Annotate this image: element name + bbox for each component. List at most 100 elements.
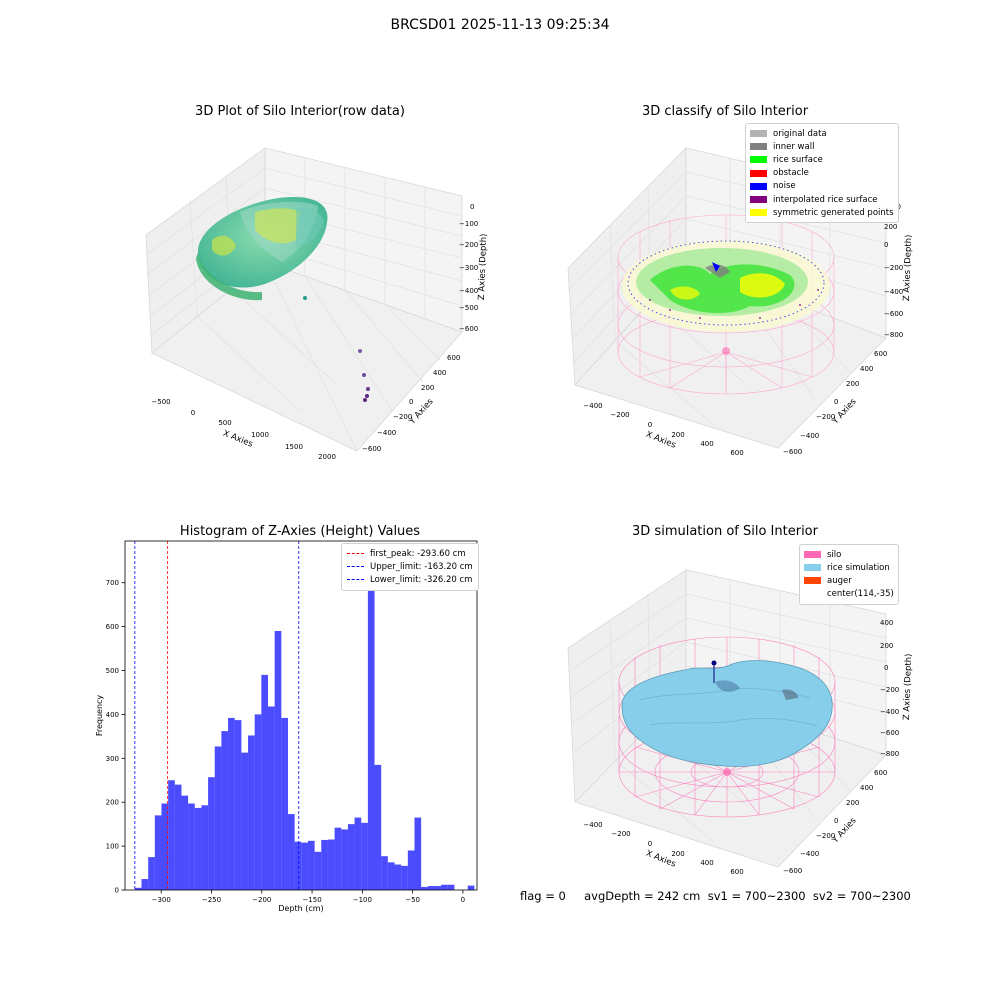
histogram-ytick-label: 0 <box>115 887 119 895</box>
legend-swatch <box>750 156 767 164</box>
histogram-bar <box>361 822 368 890</box>
histogram-bar <box>188 803 195 890</box>
histogram-bar <box>201 805 209 890</box>
classify-ztick: −200 <box>884 264 903 272</box>
histogram-bar <box>214 746 222 890</box>
raw-ztick: −500 <box>459 304 478 312</box>
histogram-bar <box>434 886 442 890</box>
panel-title-histogram: Histogram of Z-Axies (Height) Values <box>179 524 421 539</box>
legend-item: Upper_limit: -163.20 cm <box>347 560 473 573</box>
legend-swatch <box>804 564 821 572</box>
histogram-bar <box>467 885 475 890</box>
raw-xtick: −500 <box>151 398 170 406</box>
simulation-legend: silo rice simulation auger center(114,-3… <box>799 544 899 605</box>
histogram-ytick-label: 600 <box>106 623 119 631</box>
panel-title-classify: 3D classify of Silo Interior <box>641 104 809 119</box>
sim-ztick: −600 <box>880 729 899 737</box>
raw-xtick: 2000 <box>318 453 336 461</box>
classify-ztick: −400 <box>884 288 903 296</box>
classify-legend: original data inner wall rice surface ob… <box>745 123 899 224</box>
classify-xtick: 0 <box>648 421 652 429</box>
classify-ytick: −400 <box>800 432 819 440</box>
histogram-bar <box>421 886 428 890</box>
legend-label: original data <box>773 128 827 139</box>
sim-ytick: 600 <box>874 769 887 777</box>
raw-ytick: −400 <box>377 429 396 437</box>
histogram-ylabel: Frequency <box>95 695 104 737</box>
histogram-bar <box>407 850 415 890</box>
histogram-bar <box>268 706 275 890</box>
histogram-bar <box>148 857 155 890</box>
legend-label: center(114,-35) <box>827 589 894 600</box>
legend-label: Lower_limit: -326.20 cm <box>370 574 473 585</box>
legend-item: first_peak: -293.60 cm <box>347 547 473 560</box>
legend-swatch <box>750 182 767 190</box>
histogram-bar <box>301 842 308 890</box>
classify-ztick: 0 <box>884 241 888 249</box>
classify-ztick: 200 <box>884 223 897 231</box>
sim-ztick: 400 <box>880 619 893 627</box>
raw-zlabel: Z Axies (Depth) <box>477 233 489 300</box>
classify-xtick: 200 <box>671 431 684 439</box>
histogram-bar <box>181 795 189 890</box>
histogram-ytick-label: 300 <box>106 755 119 763</box>
legend-swatch <box>750 130 767 138</box>
classify-zlabel: Z Axies (Depth) <box>902 234 914 301</box>
classify-ytick: 600 <box>874 350 887 358</box>
legend-label: interpolated rice surface <box>773 194 878 205</box>
raw-ztick: −100 <box>459 220 478 228</box>
raw-point-cloud <box>196 196 370 402</box>
legend-item: original data <box>750 127 894 140</box>
sim-rice-surface <box>621 660 833 776</box>
legend-item: rice surface <box>750 153 894 166</box>
legend-label: auger <box>827 575 852 586</box>
histogram-xtick-label: −300 <box>152 896 171 904</box>
raw-ytick: −600 <box>362 445 381 453</box>
legend-label: obstacle <box>773 168 809 179</box>
histogram-bar <box>134 887 142 890</box>
histogram-bar <box>254 714 262 890</box>
raw-xtick: 0 <box>191 409 195 417</box>
histogram-bar <box>234 720 242 890</box>
panel-title-raw: 3D Plot of Silo Interior(row data) <box>195 104 405 119</box>
histogram-bar <box>208 777 215 890</box>
legend-label: symmetric generated points <box>773 207 894 218</box>
classify-ytick: −200 <box>816 413 835 421</box>
histogram-bar <box>321 839 328 890</box>
classify-xticks: −400 −200 0 200 400 600 <box>583 402 743 457</box>
raw-ytick: 400 <box>433 369 446 377</box>
histogram-ytick-label: 500 <box>106 667 119 675</box>
histogram-bar <box>427 886 435 890</box>
histogram-ytick-label: 200 <box>106 799 119 807</box>
histogram-bar <box>314 851 322 890</box>
legend-swatch <box>750 209 767 217</box>
classify-xtick: −400 <box>583 402 602 410</box>
histogram-xtick-label: −100 <box>353 896 372 904</box>
raw-xtick: 500 <box>218 419 231 427</box>
classify-ytick: 400 <box>860 365 873 373</box>
histogram-bar <box>154 815 162 890</box>
histogram-legend: first_peak: -293.60 cm Upper_limit: -163… <box>341 543 479 591</box>
histogram-bar <box>381 856 388 890</box>
histogram-bar <box>221 731 229 890</box>
histogram-xlabel: Depth (cm) <box>278 904 323 913</box>
histogram-bar <box>447 884 455 890</box>
histogram-bar <box>248 735 255 890</box>
histogram-xtick-label: −250 <box>202 896 221 904</box>
classify-ztick: −800 <box>884 331 903 339</box>
histogram-ytick-label: 100 <box>106 843 119 851</box>
histogram-bar <box>228 717 235 890</box>
histogram-xtick-label: −50 <box>405 896 420 904</box>
histogram-bar <box>294 841 302 890</box>
sim-yticks: −600 −400 −200 0 200 400 600 <box>783 769 887 875</box>
histogram-bar <box>141 879 149 890</box>
legend-swatch <box>804 551 821 559</box>
raw-ztick: −300 <box>459 264 478 272</box>
histogram-bar <box>174 784 182 890</box>
histogram-bar <box>161 803 169 890</box>
status-line: flag = 0 avgDepth = 242 cm sv1 = 700~230… <box>520 889 911 903</box>
raw-xtick: 1000 <box>251 431 269 439</box>
classify-yticks: −600 −400 −200 0 200 400 600 <box>783 350 887 456</box>
legend-line-swatch <box>347 579 364 581</box>
raw-3d-plot: −500 0 500 1000 1500 2000 −600 −400 −200… <box>145 147 489 461</box>
